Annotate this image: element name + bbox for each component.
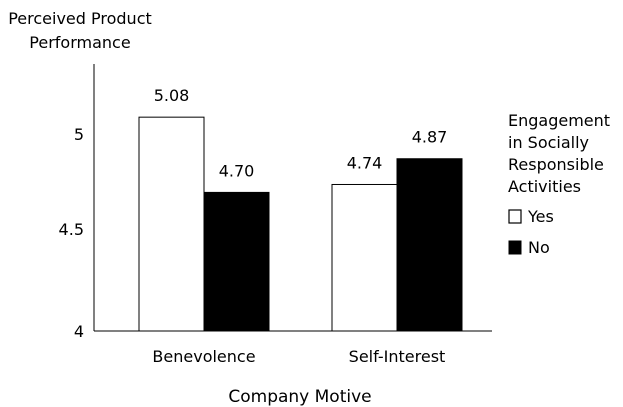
x-category-label: Self-Interest: [349, 347, 446, 366]
y-axis-label-line-2: Performance: [29, 33, 130, 52]
data-label-self-interest-no: 4.87: [412, 128, 448, 147]
legend-label-no: No: [528, 238, 550, 257]
bar-self-interest-no: [396, 158, 463, 332]
y-tick-label: 4: [74, 322, 84, 341]
bar-self-interest-yes: [331, 183, 398, 332]
y-axis-label-line-1: Perceived Product: [8, 9, 152, 28]
y-tick-label: 5: [74, 125, 84, 144]
data-label-self-interest-yes: 4.74: [347, 153, 383, 172]
legend-swatch-no: [508, 240, 522, 255]
x-category-label: Benevolence: [152, 347, 255, 366]
legend-title-line-4: Activities: [508, 177, 581, 196]
bar-benevolence-no: [203, 191, 270, 332]
legend-title-line-1: Engagement: [508, 111, 610, 130]
legend: Engagement in Socially Responsible Activ…: [508, 111, 610, 257]
legend-title-line-3: Responsible: [508, 155, 604, 174]
legend-label-yes: Yes: [527, 207, 554, 226]
bar-benevolence-yes: [138, 116, 205, 332]
data-label-benevolence-no: 4.70: [219, 161, 255, 180]
y-tick-label: 4.5: [59, 220, 84, 239]
x-axis-label: Company Motive: [228, 387, 371, 407]
data-label-benevolence-yes: 5.08: [154, 86, 190, 105]
legend-title-line-2: in Socially: [508, 133, 589, 152]
legend-swatch-yes: [508, 209, 522, 224]
